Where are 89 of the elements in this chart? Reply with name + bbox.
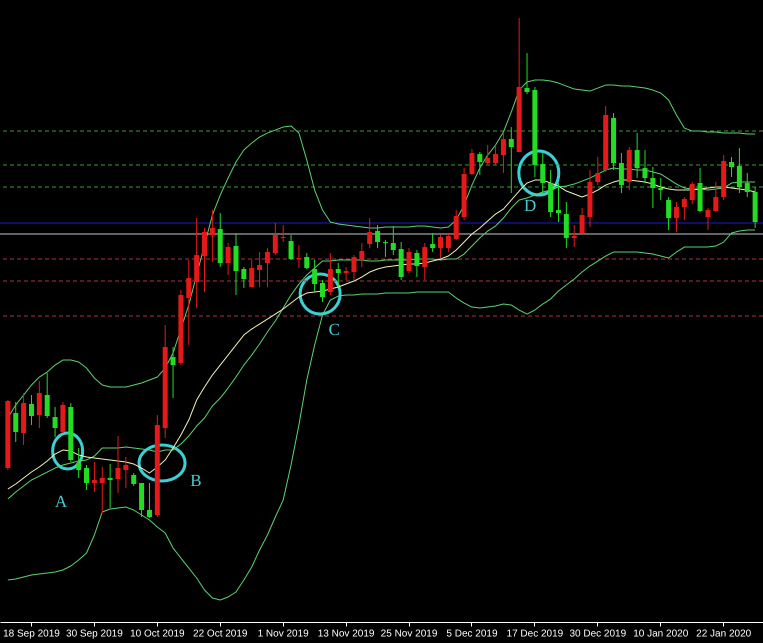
candlestick [241,266,246,289]
candlestick [351,254,356,281]
annotation: A [54,492,68,511]
candlestick [390,226,396,256]
candlestick [682,196,687,221]
candlestick [564,202,569,249]
candlestick [674,202,679,233]
annotation: C [328,320,340,339]
candlestick [84,464,90,491]
x-tick-label: 30 Sep 2019 [66,628,124,640]
annotation: D [524,196,536,215]
candlestick [226,242,231,276]
candlestick [729,156,734,178]
candlestick [272,222,278,256]
x-tick-label: 22 Jan 2020 [696,628,752,640]
candlestick [249,260,254,288]
candlestick [13,402,18,443]
candlestick [705,208,710,231]
x-tick-label: 13 Nov 2019 [318,628,375,640]
candlestick [210,210,215,263]
candlestick [375,224,380,249]
x-tick-label: 18 Sep 2019 [3,628,60,640]
x-tick-label: 10 Oct 2019 [130,628,185,640]
candlestick [650,166,656,209]
candlestick [296,244,302,269]
candlestick [524,52,530,95]
candlestick [580,208,585,234]
candlestick [713,182,718,213]
candlestick [186,260,192,346]
candlestick [658,178,664,201]
candlestick [634,132,640,179]
candlestick [100,466,105,514]
candlestick [146,482,152,519]
candlestick [454,210,459,241]
candlestick [446,234,451,253]
candlestick [736,148,742,194]
candlestick [52,406,58,438]
candlestick [328,252,333,296]
candlestick [485,144,490,165]
annotation: B [190,470,202,490]
candlestick [477,152,482,176]
candlestick [359,242,364,268]
candlestick [508,126,514,194]
candlestick [264,248,270,288]
candlestick [131,472,136,487]
candlestick [28,394,34,426]
x-tick-label: 1 Nov 2019 [258,628,310,640]
candlestick [288,234,294,261]
candlestick [312,260,318,293]
candlestick [257,252,262,288]
candlestick [344,266,349,281]
x-tick-label: 17 Dec 2019 [506,628,564,640]
candlestick [108,464,113,509]
candlestick [304,252,310,270]
candlestick [280,224,286,243]
candlestick [123,456,128,489]
candlestick [336,262,341,288]
candlestick [406,248,412,274]
candlestick [744,172,750,198]
x-tick-label: 25 Nov 2019 [380,628,438,640]
candlestick [115,436,120,494]
candlestick [414,250,420,278]
candlestick [438,234,443,259]
candlestick [690,182,695,205]
candlestick [202,228,208,293]
candlestick [170,346,176,399]
candlestick [556,182,561,223]
candlestick [493,144,498,166]
candlestick [367,218,372,249]
candlestick [618,152,624,194]
candlestick [572,224,577,248]
candlestick [540,152,546,194]
candlestick [92,462,97,493]
candlestick [382,240,388,258]
candlestick [642,150,648,184]
candlestick [595,156,600,186]
candlestick [430,232,436,253]
x-tick-label: 30 Dec 2019 [569,628,627,640]
x-tick-label: 5 Dec 2019 [446,628,498,640]
candlestick [469,148,474,176]
candlestick [500,132,506,174]
x-tick-label: 22 Oct 2019 [193,628,248,640]
candlestick [320,280,326,303]
candlestick [422,242,428,281]
x-tick-label: 10 Jan 2020 [633,628,689,640]
candlestick [666,196,672,231]
candlestick [44,372,50,419]
candlestick [36,380,42,429]
candlestick [76,448,82,479]
